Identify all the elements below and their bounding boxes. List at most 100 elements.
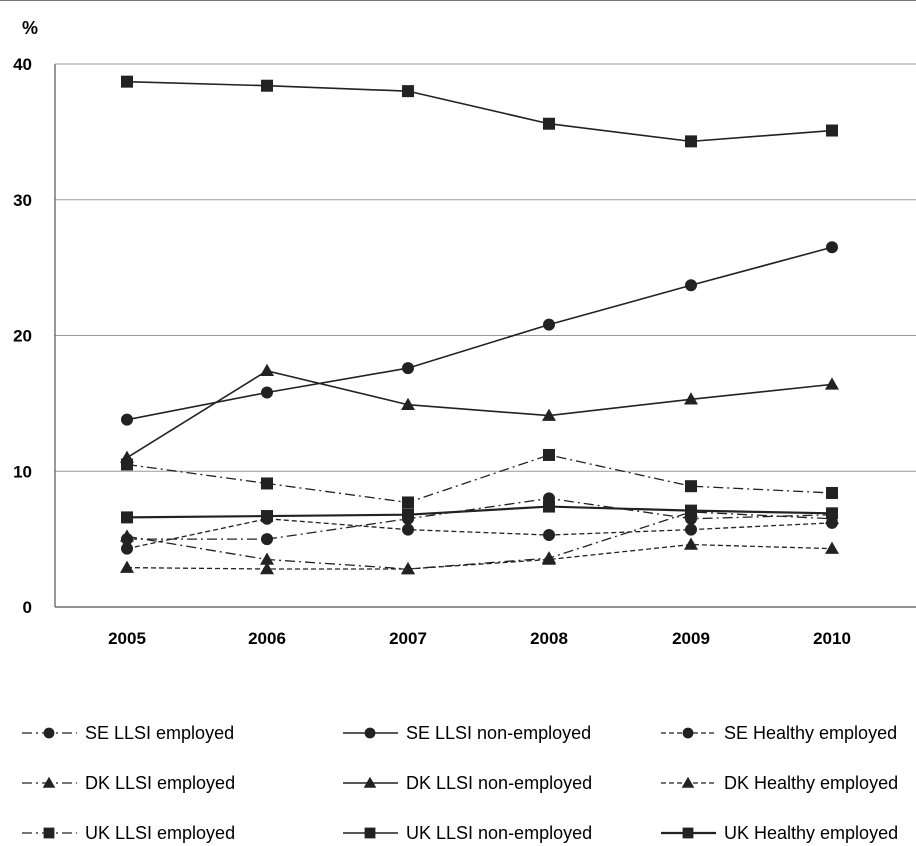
legend-label-dk-llsi-non-employed: DK LLSI non-employed: [406, 773, 592, 793]
series-line-se-llsi-non-employed: [126, 246, 833, 421]
legend-marker-se-healthy-employed: [682, 727, 694, 739]
x-axis-ticks: 2005 2006 2007 2008 2009 2010: [108, 629, 851, 648]
legend: SE LLSI employed SE LLSI non-employed SE H…: [22, 723, 898, 843]
series-uk-llsi-employed: [121, 448, 838, 509]
point-uk-llsi-employed-2006: [261, 477, 273, 490]
point-dk-llsi-non-employed-2009: [684, 392, 698, 405]
point-dk-healthy-employed-2006: [260, 561, 274, 575]
series-se-healthy-employed: [121, 512, 838, 555]
legend-item-dk-healthy-employed: DK Healthy employed: [661, 773, 898, 793]
series-uk-healthy-employed: [121, 500, 838, 524]
point-se-llsi-non-employed-2010: [826, 241, 838, 254]
gridlines: [55, 63, 916, 472]
legend-label-uk-llsi-employed: UK LLSI employed: [85, 823, 235, 843]
legend-label-dk-healthy-employed: DK Healthy employed: [724, 773, 898, 793]
legend-label-se-llsi-employed: SE LLSI employed: [85, 723, 234, 743]
point-se-llsi-non-employed-2007: [402, 362, 414, 375]
point-se-llsi-non-employed-2006: [261, 386, 273, 399]
y-axis-unit-label: %: [22, 18, 38, 38]
legend-marker-uk-healthy-employed: [682, 827, 694, 839]
point-uk-llsi-employed-2008: [543, 448, 555, 461]
legend-label-dk-llsi-employed: DK LLSI employed: [85, 773, 235, 793]
axes: [54, 64, 916, 608]
point-dk-healthy-employed-2009: [684, 537, 698, 550]
legend-item-se-llsi-employed: SE LLSI employed: [22, 723, 234, 743]
series-line-uk-llsi-employed: [126, 454, 833, 504]
point-uk-healthy-employed-2010: [826, 507, 838, 520]
point-uk-llsi-employed-2005: [121, 458, 133, 471]
point-uk-llsi-non-employed-2008: [543, 117, 555, 130]
x-tick-label-2010: 2010: [813, 629, 851, 648]
point-dk-llsi-non-employed-2006: [260, 363, 274, 377]
point-se-llsi-non-employed-2008: [543, 318, 555, 331]
legend-marker-se-llsi-non-employed: [364, 727, 376, 739]
series-dk-llsi-non-employed: [120, 363, 839, 463]
point-dk-healthy-employed-2010: [825, 541, 839, 554]
y-axis-ticks: 0 10 20 30 40: [13, 55, 32, 617]
x-tick-label-2007: 2007: [389, 629, 427, 648]
y-tick-label-30: 30: [13, 191, 32, 210]
legend-label-uk-llsi-non-employed: UK LLSI non-employed: [406, 823, 592, 843]
x-tick-label-2005: 2005: [108, 629, 146, 648]
point-dk-llsi-non-employed-2010: [825, 377, 839, 390]
legend-item-dk-llsi-non-employed: DK LLSI non-employed: [343, 773, 592, 793]
series-line-dk-llsi-non-employed: [126, 369, 833, 459]
legend-marker-dk-llsi-non-employed: [363, 776, 377, 788]
x-tick-label-2009: 2009: [672, 629, 710, 648]
point-uk-llsi-employed-2007: [402, 496, 414, 509]
series-line-se-healthy-employed: [126, 518, 833, 550]
point-se-llsi-employed-2006: [261, 533, 273, 546]
legend-item-uk-healthy-employed: UK Healthy employed: [661, 823, 898, 843]
legend-item-dk-llsi-employed: DK LLSI employed: [22, 773, 235, 793]
point-uk-llsi-employed-2009: [685, 480, 697, 493]
legend-marker-uk-llsi-non-employed: [364, 827, 376, 839]
point-se-llsi-non-employed-2005: [121, 413, 133, 426]
y-tick-label-40: 40: [13, 55, 32, 74]
legend-marker-uk-llsi-employed: [43, 827, 55, 839]
point-se-healthy-employed-2007: [402, 523, 414, 536]
legend-item-uk-llsi-non-employed: UK LLSI non-employed: [343, 823, 592, 843]
series-line-dk-llsi-employed: [126, 511, 833, 570]
point-dk-llsi-employed-2006: [260, 552, 274, 565]
legend-label-uk-healthy-employed: UK Healthy employed: [724, 823, 898, 843]
point-dk-healthy-employed-2007: [401, 561, 415, 575]
legend-marker-dk-healthy-employed: [681, 776, 695, 788]
point-uk-healthy-employed-2006: [261, 510, 273, 523]
point-uk-llsi-non-employed-2009: [685, 135, 697, 148]
x-tick-label-2006: 2006: [248, 629, 286, 648]
point-dk-llsi-employed-2005: [120, 529, 134, 542]
point-dk-llsi-non-employed-2007: [401, 397, 415, 410]
point-uk-llsi-non-employed-2006: [261, 79, 273, 92]
legend-label-se-healthy-employed: SE Healthy employed: [724, 723, 897, 743]
legend-item-se-llsi-non-employed: SE LLSI non-employed: [343, 723, 591, 743]
legend-item-se-healthy-employed: SE Healthy employed: [661, 723, 897, 743]
point-uk-llsi-employed-2010: [826, 486, 838, 499]
point-se-healthy-employed-2009: [685, 523, 697, 536]
series-line-uk-healthy-employed: [126, 505, 833, 519]
point-dk-healthy-employed-2005: [120, 560, 134, 573]
series-dk-healthy-employed: [120, 537, 839, 575]
series-line-uk-llsi-non-employed: [126, 80, 833, 143]
series-line-dk-healthy-employed: [126, 543, 833, 570]
point-dk-healthy-employed-2008: [542, 552, 556, 565]
y-tick-label-10: 10: [13, 462, 32, 481]
legend-marker-se-llsi-employed: [43, 727, 55, 739]
legend-item-uk-llsi-employed: UK LLSI employed: [22, 823, 235, 843]
point-uk-healthy-employed-2005: [121, 511, 133, 524]
point-uk-healthy-employed-2008: [543, 500, 555, 513]
series-se-llsi-employed: [121, 492, 838, 546]
series-group: [120, 75, 839, 575]
series-se-llsi-non-employed: [121, 241, 838, 426]
legend-label-se-llsi-non-employed: SE LLSI non-employed: [406, 723, 591, 743]
point-uk-llsi-non-employed-2010: [826, 124, 838, 137]
point-se-healthy-employed-2008: [543, 529, 555, 542]
x-tick-label-2008: 2008: [530, 629, 568, 648]
legend-marker-dk-llsi-employed: [42, 776, 56, 788]
point-uk-healthy-employed-2009: [685, 504, 697, 517]
y-tick-label-20: 20: [13, 327, 32, 346]
point-uk-llsi-non-employed-2005: [121, 75, 133, 88]
y-tick-label-0: 0: [23, 598, 32, 617]
point-uk-healthy-employed-2007: [402, 508, 414, 521]
point-se-healthy-employed-2005: [121, 542, 133, 555]
